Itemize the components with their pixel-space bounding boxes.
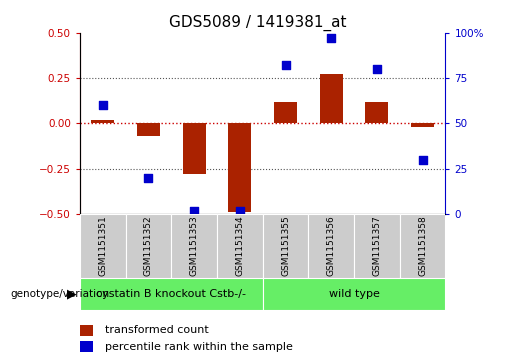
Point [144, 175, 152, 181]
Bar [80, 341, 93, 352]
Point [236, 208, 244, 213]
Text: wild type: wild type [329, 289, 380, 299]
Bar [274, 102, 297, 123]
Point [327, 35, 335, 41]
Bar [320, 74, 342, 123]
Bar [126, 214, 171, 278]
Bar [91, 120, 114, 123]
Text: GSM1151353: GSM1151353 [190, 216, 199, 276]
Bar [366, 102, 388, 123]
Text: GSM1151351: GSM1151351 [98, 216, 107, 276]
Bar [228, 123, 251, 212]
Text: percentile rank within the sample: percentile rank within the sample [106, 342, 294, 352]
Point [373, 66, 381, 72]
Text: GSM1151356: GSM1151356 [327, 216, 336, 276]
Text: GSM1151352: GSM1151352 [144, 216, 153, 276]
Text: GSM1151357: GSM1151357 [372, 216, 382, 276]
Bar [263, 278, 445, 310]
Point [419, 157, 427, 163]
Point [281, 62, 289, 68]
Text: ▶: ▶ [66, 287, 76, 301]
Text: genotype/variation: genotype/variation [10, 289, 109, 299]
Bar [80, 278, 263, 310]
Bar [354, 214, 400, 278]
Point [190, 208, 198, 213]
Bar [308, 214, 354, 278]
Bar [183, 123, 205, 174]
Bar [263, 214, 308, 278]
Bar [217, 214, 263, 278]
Text: GDS5089 / 1419381_at: GDS5089 / 1419381_at [169, 15, 346, 31]
Bar [171, 214, 217, 278]
Bar [137, 123, 160, 136]
Point [98, 102, 107, 108]
Text: transformed count: transformed count [106, 325, 209, 335]
Text: GSM1151354: GSM1151354 [235, 216, 244, 276]
Bar [400, 214, 445, 278]
Text: cystatin B knockout Cstb-/-: cystatin B knockout Cstb-/- [96, 289, 246, 299]
Bar [411, 123, 434, 127]
Text: GSM1151358: GSM1151358 [418, 216, 427, 276]
Bar [80, 325, 93, 336]
Text: GSM1151355: GSM1151355 [281, 216, 290, 276]
Bar [80, 214, 126, 278]
